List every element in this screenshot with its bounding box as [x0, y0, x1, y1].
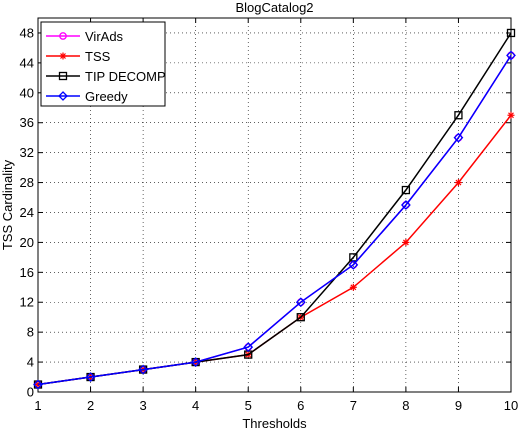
legend-diamond-marker-icon: [58, 91, 68, 101]
series-line: [37, 54, 512, 386]
y-tick-label: 48: [20, 25, 34, 40]
legend-label-tip-decomp: TIP DECOMP: [85, 69, 166, 84]
data-point: [349, 283, 357, 291]
y-tick-label: 8: [27, 325, 34, 340]
data-point: [85, 372, 96, 382]
data-point: [507, 111, 515, 119]
x-tick-label: 4: [192, 398, 199, 413]
x-tick-label: 6: [297, 398, 304, 413]
legend-label-virads: VirAds: [85, 29, 124, 44]
data-point: [243, 342, 254, 353]
legend-star-marker-icon: [59, 52, 67, 60]
legend-label-tss: TSS: [85, 49, 111, 64]
y-tick-label: 44: [20, 55, 34, 70]
series-group: [33, 28, 516, 390]
y-tick-label: 36: [20, 115, 34, 130]
legend-entry-tip-decomp: TIP DECOMP: [46, 69, 166, 84]
legend-entry-tss: TSS: [46, 49, 111, 64]
data-point: [453, 132, 464, 143]
y-tick-label: 32: [20, 145, 34, 160]
y-tick-label: 28: [20, 175, 34, 190]
series-greedy: [33, 50, 516, 390]
legend-square-marker-icon: [58, 71, 68, 81]
y-tick-label: 4: [27, 355, 34, 370]
x-tick-label: 10: [504, 398, 518, 413]
y-axis-label: TSS Cardinality: [0, 159, 15, 250]
x-tick-label: 2: [87, 398, 94, 413]
grid: [38, 18, 511, 392]
x-tick-label: 9: [455, 398, 462, 413]
data-point: [506, 28, 516, 38]
data-point: [400, 200, 411, 210]
data-point: [348, 259, 359, 270]
y-tick-label: 0: [27, 385, 34, 400]
x-axis-ticks: 1 2 3 4 5 6 7 8 9 10: [34, 18, 518, 413]
y-tick-label: 20: [20, 235, 34, 250]
data-point: [190, 357, 201, 367]
x-tick-label: 8: [402, 398, 409, 413]
legend: VirAds TSS TIP DECOMP Greedy: [40, 21, 166, 107]
x-tick-label: 7: [350, 398, 357, 413]
y-tick-label: 40: [20, 85, 34, 100]
data-point: [138, 364, 149, 375]
x-tick-label: 1: [34, 398, 41, 413]
x-axis-label: Thresholds: [242, 416, 307, 431]
legend-entry-greedy: Greedy: [46, 89, 128, 104]
data-point: [33, 379, 43, 390]
legend-circle-marker-icon: [59, 32, 67, 40]
chart-title: BlogCatalog2: [235, 0, 313, 15]
data-point: [402, 238, 410, 246]
legend-label-greedy: Greedy: [85, 89, 128, 104]
data-point: [454, 111, 463, 120]
y-tick-label: 12: [20, 295, 34, 310]
x-tick-label: 5: [245, 398, 252, 413]
data-point: [295, 297, 306, 308]
data-point: [296, 313, 305, 322]
data-point: [506, 50, 516, 61]
legend-entry-virads: VirAds: [46, 29, 124, 44]
y-tick-label: 16: [20, 265, 34, 280]
x-tick-label: 3: [139, 398, 146, 413]
data-point: [454, 179, 462, 187]
y-tick-label: 24: [20, 205, 34, 220]
data-point: [401, 185, 411, 195]
